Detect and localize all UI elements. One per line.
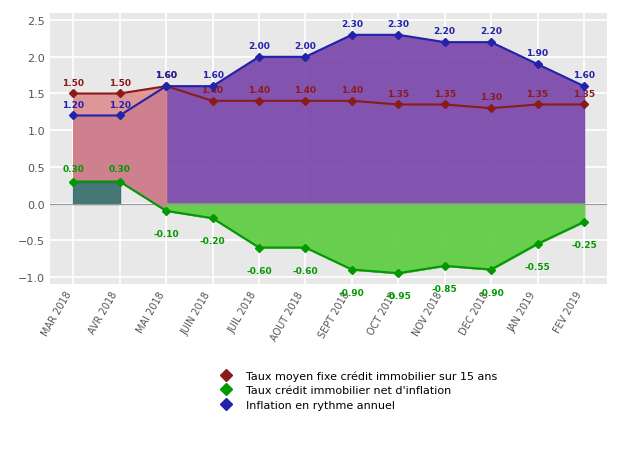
Text: -0.90: -0.90 xyxy=(339,288,365,297)
Text: 2.30: 2.30 xyxy=(341,20,363,29)
Text: -0.85: -0.85 xyxy=(432,284,458,293)
Text: 1.40: 1.40 xyxy=(294,86,317,95)
Text: 1.20: 1.20 xyxy=(109,101,131,109)
Legend: Taux moyen fixe crédit immobilier sur 15 ans, Taux crédit immobilier net d'infla: Taux moyen fixe crédit immobilier sur 15… xyxy=(211,366,502,414)
Text: 1.35: 1.35 xyxy=(526,90,548,98)
Text: 1.50: 1.50 xyxy=(63,78,85,87)
Text: -0.95: -0.95 xyxy=(386,291,411,301)
Text: 1.50: 1.50 xyxy=(109,78,131,87)
Text: 1.30: 1.30 xyxy=(480,93,502,102)
Text: 1.90: 1.90 xyxy=(526,49,548,58)
Text: -0.10: -0.10 xyxy=(153,230,179,238)
Text: 0.30: 0.30 xyxy=(63,165,85,174)
Text: -0.90: -0.90 xyxy=(478,288,504,297)
Text: 2.00: 2.00 xyxy=(248,42,270,51)
Text: 1.60: 1.60 xyxy=(155,71,177,80)
Text: -0.60: -0.60 xyxy=(292,266,318,275)
Text: 1.60: 1.60 xyxy=(573,71,595,80)
Text: 1.35: 1.35 xyxy=(434,90,456,98)
Text: 1.40: 1.40 xyxy=(341,86,363,95)
Text: -0.60: -0.60 xyxy=(246,266,272,275)
Text: 2.20: 2.20 xyxy=(480,27,502,36)
Text: 1.35: 1.35 xyxy=(387,90,409,98)
Text: 1.60: 1.60 xyxy=(155,71,177,80)
Text: 1.20: 1.20 xyxy=(63,101,85,109)
Text: 2.00: 2.00 xyxy=(294,42,316,51)
Text: 2.30: 2.30 xyxy=(387,20,409,29)
Text: -0.20: -0.20 xyxy=(200,237,225,246)
Text: -0.25: -0.25 xyxy=(571,241,597,249)
Text: 1.35: 1.35 xyxy=(573,90,595,98)
Text: 2.20: 2.20 xyxy=(434,27,456,36)
Text: 1.60: 1.60 xyxy=(202,71,223,80)
Text: 1.40: 1.40 xyxy=(248,86,270,95)
Text: 0.30: 0.30 xyxy=(109,165,131,174)
Text: -0.55: -0.55 xyxy=(525,263,550,271)
Text: 1.40: 1.40 xyxy=(202,86,223,95)
